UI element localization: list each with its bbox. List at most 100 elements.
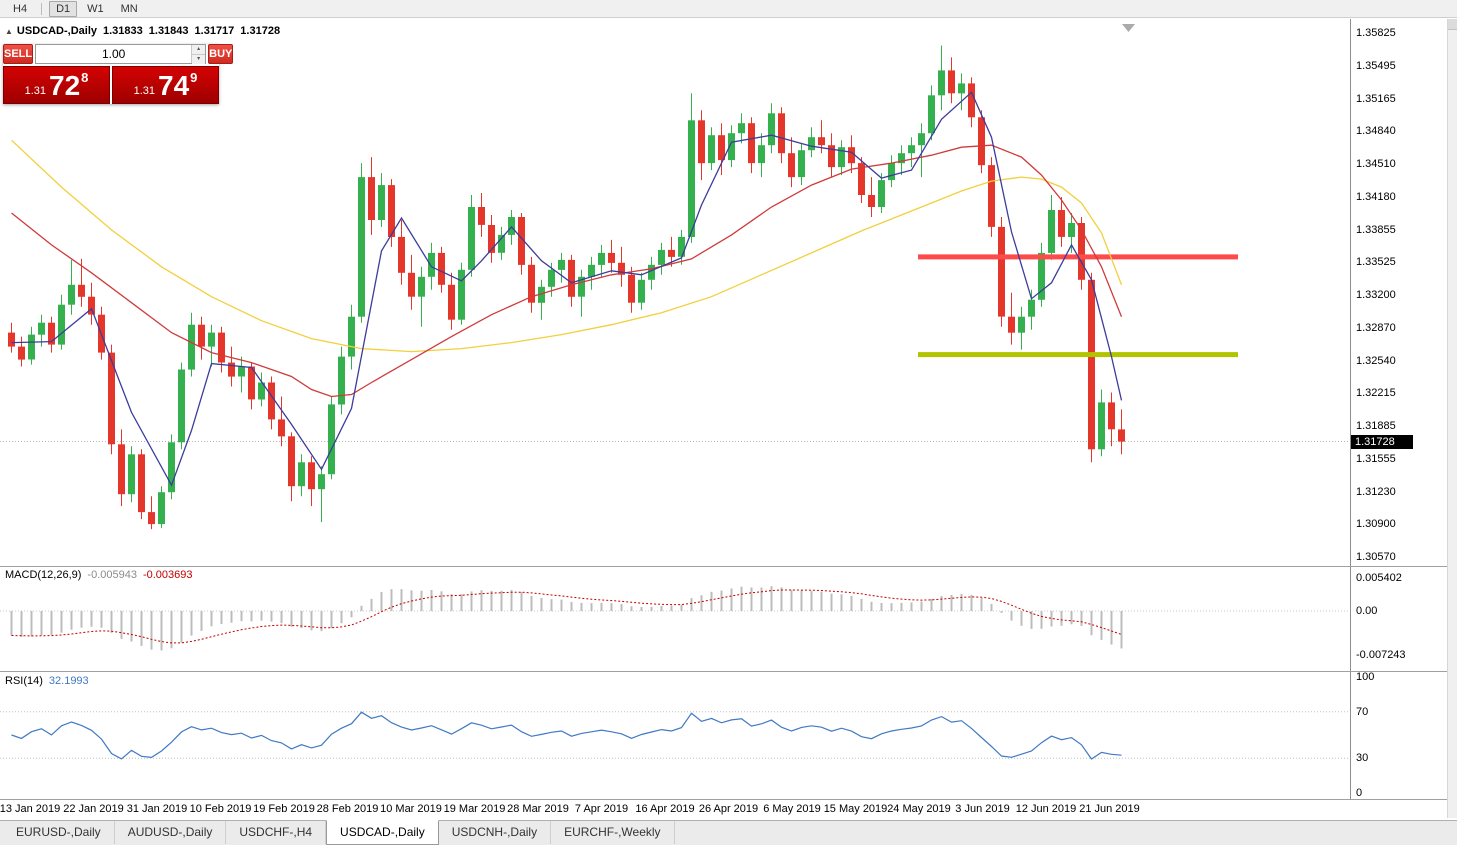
macd-indicator-label: MACD(12,26,9) -0.005943 -0.003693 (5, 569, 193, 581)
date-label: 22 Jan 2019 (63, 803, 124, 815)
price-axis[interactable]: 1.35825 1.35495 1.35165 1.34840 1.34510 1.341… (1350, 19, 1447, 800)
date-label: 10 Mar 2019 (380, 803, 442, 815)
main-price-chart[interactable] (0, 19, 1350, 566)
lot-spinner: ▴ ▾ (191, 45, 206, 64)
ma-mid-line (11, 144, 1123, 398)
period-button-mn[interactable]: MN (120, 2, 138, 15)
tab-usdcad-daily[interactable]: USDCAD-,Daily (326, 820, 439, 845)
date-label: 28 Mar 2019 (507, 803, 569, 815)
timeframe-toolbar: H4 D1 W1 MN (0, 0, 1457, 18)
sell-price-display[interactable]: 1.31 72 8 (3, 66, 110, 104)
date-label: 21 Jun 2019 (1079, 803, 1140, 815)
buy-price-sup: 9 (190, 70, 198, 85)
price-axis-label: 1.34840 (1356, 125, 1396, 138)
sell-price-sup: 8 (81, 70, 89, 85)
tab-eurusd-daily[interactable]: EURUSD-,Daily (3, 821, 115, 844)
tab-usdcnh-daily[interactable]: USDCNH-,Daily (439, 821, 552, 844)
buy-price-big: 74 (158, 70, 190, 101)
ma-fast-line (11, 91, 1123, 487)
buy-price-display[interactable]: 1.31 74 9 (112, 66, 219, 104)
rsi-axis-label: 100 (1356, 671, 1375, 683)
macd-indicator-pane[interactable] (0, 567, 1350, 671)
date-label: 19 Feb 2019 (253, 803, 315, 815)
buy-price-small: 1.31 (133, 85, 156, 97)
date-label: 12 Jun 2019 (1015, 803, 1077, 815)
date-label: 16 Apr 2019 (635, 803, 695, 815)
macd-histogram (10, 586, 1123, 651)
rsi-axis-label: 0 (1356, 787, 1363, 799)
date-label: 6 May 2019 (763, 803, 821, 815)
candles (8, 45, 1125, 530)
pane-divider-macd[interactable] (0, 566, 1447, 567)
sell-button[interactable]: SELL (3, 44, 34, 64)
rsi-line (11, 711, 1122, 760)
period-button-w1[interactable]: W1 (87, 2, 104, 15)
timeframe-buttons: H4 D1 W1 MN (0, 0, 1457, 17)
date-label: 24 May 2019 (887, 803, 951, 815)
date-axis[interactable]: 13 Jan 2019 22 Jan 2019 31 Jan 2019 10 Feb … (0, 800, 1447, 817)
date-label: 28 Feb 2019 (316, 803, 379, 815)
open-value: 1.31833 (103, 25, 143, 37)
macd-name: MACD(12,26,9) (5, 569, 82, 581)
support-line[interactable] (918, 352, 1238, 358)
tab-eurchf-weekly[interactable]: EURCHF-,Weekly (551, 821, 675, 844)
price-axis-label: 1.34180 (1356, 190, 1396, 203)
lot-increase-button[interactable]: ▴ (192, 45, 206, 55)
date-label: 26 Apr 2019 (698, 803, 759, 815)
date-label: 13 Jan 2019 (0, 803, 61, 815)
toolbar-separator (41, 2, 43, 15)
price-axis-label: 1.33855 (1356, 223, 1396, 236)
high-value: 1.31843 (148, 25, 189, 37)
sell-price-small: 1.31 (24, 85, 47, 97)
lot-size-input[interactable] (36, 45, 192, 63)
vertical-scrollbar[interactable] (1447, 19, 1457, 818)
macd-signal-value: -0.003693 (142, 569, 193, 581)
chart-shift-marker[interactable] (1122, 24, 1135, 32)
chart-window[interactable]: ▲ USDCAD-,Daily 1.31833 1.31843 1.31717 … (0, 19, 1447, 818)
date-label: 7 Apr 2019 (574, 803, 629, 815)
rsi-axis-label: 30 (1356, 752, 1369, 765)
rsi-name: RSI(14) (5, 675, 43, 687)
tab-audusd-daily[interactable]: AUDUSD-,Daily (115, 821, 227, 844)
date-label: 3 Jun 2019 (955, 803, 1010, 815)
scrollbar-button[interactable] (1448, 19, 1457, 30)
price-axis-label: 1.34510 (1356, 158, 1396, 170)
date-label: 19 Mar 2019 (443, 803, 506, 815)
low-value: 1.31717 (194, 25, 235, 37)
sell-price-big: 72 (49, 70, 81, 101)
chart-tab-bar: EURUSD-,Daily AUDUSD-,Daily USDCHF-,H4 USDC… (0, 820, 1457, 845)
macd-axis-label: -0.007243 (1356, 649, 1406, 662)
macd-axis-label: 0.005402 (1356, 572, 1402, 584)
price-axis-label: 1.35165 (1356, 92, 1396, 105)
price-axis-label: 1.35825 (1356, 27, 1396, 39)
price-axis-label: 1.31885 (1356, 420, 1396, 432)
chart-symbol-icon: ▲ (5, 26, 13, 36)
price-axis-label: 1.30570 (1356, 551, 1396, 563)
chart-ohlc-title: ▲ USDCAD-,Daily 1.31833 1.31843 1.31717 … (5, 25, 280, 37)
date-label: 10 Feb 2019 (189, 803, 252, 815)
macd-axis-label: 0.00 (1356, 605, 1378, 617)
price-axis-label: 1.35495 (1356, 59, 1396, 72)
rsi-indicator-pane[interactable] (0, 672, 1350, 799)
ma-slow-line (11, 139, 1123, 353)
tab-usdchf-h4[interactable]: USDCHF-,H4 (226, 821, 327, 844)
price-axis-label: 1.32540 (1356, 354, 1396, 367)
price-axis-label: 1.32215 (1356, 387, 1396, 400)
macd-main-value: -0.005943 (87, 569, 137, 581)
date-label: 15 May 2019 (823, 803, 888, 815)
buy-button[interactable]: BUY (208, 44, 234, 64)
price-axis-label: 1.33200 (1356, 289, 1396, 301)
lot-size-field: ▴ ▾ (35, 44, 207, 64)
period-button-h4[interactable]: H4 (13, 2, 28, 15)
rsi-axis-label: 70 (1356, 705, 1369, 718)
period-button-d1[interactable]: D1 (49, 0, 78, 17)
price-axis-label: 1.33525 (1356, 256, 1396, 269)
close-value: 1.31728 (240, 25, 281, 37)
price-axis-label: 1.32870 (1356, 321, 1396, 334)
macd-signal-line (11, 589, 1122, 644)
pane-divider-rsi[interactable] (0, 671, 1447, 672)
lot-decrease-button[interactable]: ▾ (192, 55, 206, 64)
rsi-indicator-label: RSI(14) 32.1993 (5, 675, 89, 687)
current-price-badge: 1.31728 (1351, 434, 1413, 449)
